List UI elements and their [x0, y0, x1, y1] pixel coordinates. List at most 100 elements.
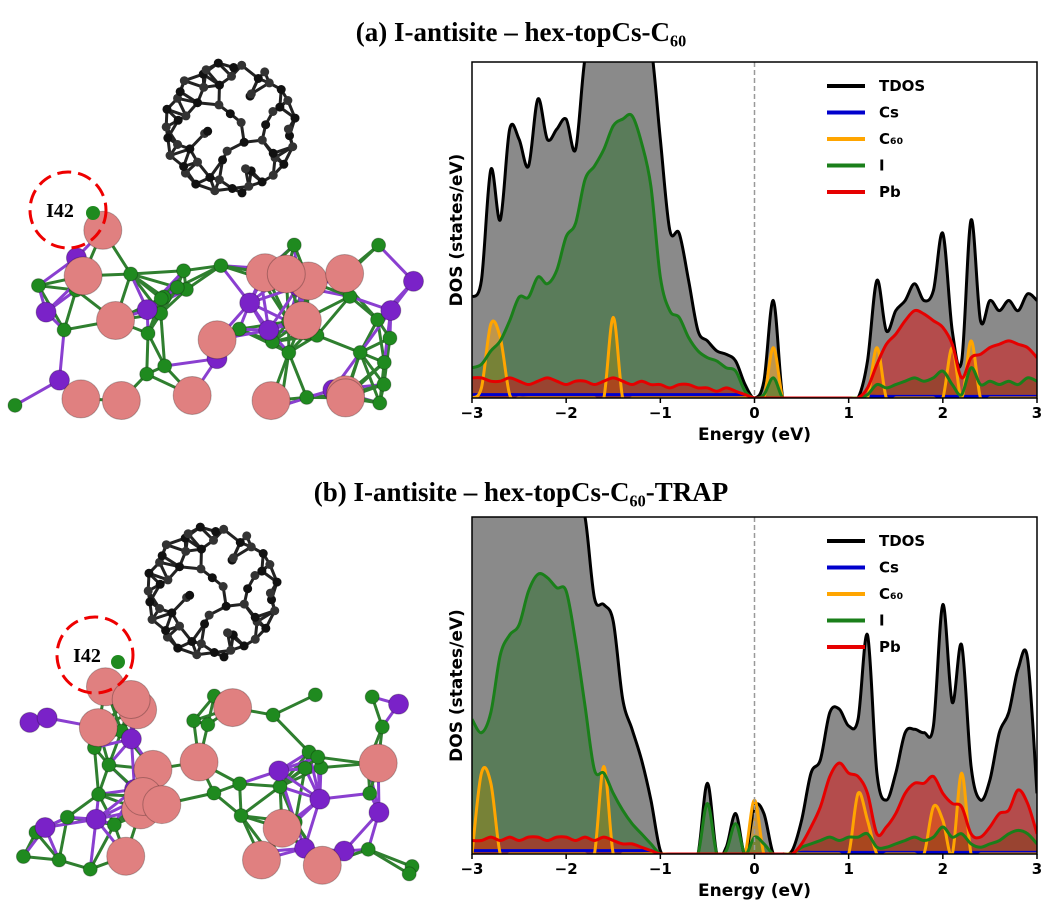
atom	[201, 718, 215, 732]
atom	[170, 280, 184, 294]
atom	[107, 837, 145, 875]
carbon-atom	[211, 527, 220, 536]
atom	[234, 809, 248, 823]
carbon-atom	[214, 100, 223, 109]
annotation: I42	[46, 200, 74, 222]
atom	[83, 862, 97, 876]
carbon-atom	[218, 155, 227, 164]
carbon-atom	[203, 127, 212, 136]
carbon-atom	[284, 125, 293, 134]
atom	[16, 850, 30, 864]
legend-label: TDOS	[879, 532, 925, 550]
atom	[112, 680, 150, 718]
carbon-atom	[205, 173, 214, 182]
carbon-atom	[257, 567, 266, 576]
atom	[92, 787, 106, 801]
atom	[86, 809, 106, 829]
atom	[372, 238, 386, 252]
carbon-atom	[185, 591, 194, 600]
carbon-atom	[273, 578, 282, 587]
carbon-atom	[254, 74, 263, 83]
carbon-atom	[226, 646, 235, 655]
carbon-atom	[193, 98, 202, 107]
x-tick-label: −3	[460, 860, 483, 878]
atom	[121, 729, 141, 749]
carbon-atom	[205, 611, 214, 620]
carbon-atom	[226, 109, 235, 118]
atom	[259, 320, 279, 340]
carbon-atom	[265, 560, 274, 569]
atom	[207, 786, 221, 800]
carbon-atom	[275, 103, 284, 112]
carbon-atom	[229, 63, 238, 72]
carbon-atom	[163, 133, 172, 142]
x-tick-label: 2	[938, 860, 948, 878]
carbon-atom	[209, 536, 218, 545]
atom	[158, 359, 172, 373]
atom	[375, 720, 389, 734]
x-tick-label: 1	[843, 404, 853, 422]
carbon-atom	[222, 602, 231, 611]
carbon-atom	[237, 118, 246, 127]
carbon-atom	[173, 140, 182, 149]
atom	[31, 279, 45, 293]
atom	[37, 708, 57, 728]
carbon-atom	[247, 542, 256, 551]
x-tick-label: 0	[749, 860, 759, 878]
x-tick-label: 3	[1032, 404, 1042, 422]
atom	[243, 841, 281, 879]
atom	[233, 777, 247, 791]
carbon-atom	[251, 613, 260, 622]
carbon-atom	[265, 78, 274, 87]
carbon-atom	[193, 158, 202, 167]
carbon-atom	[179, 162, 188, 171]
legend-label: TDOS	[879, 77, 925, 95]
atom	[389, 694, 409, 714]
carbon-atom	[236, 538, 245, 547]
atom	[79, 709, 117, 747]
carbon-atom	[219, 525, 228, 534]
carbon-atom	[215, 81, 224, 90]
legend-label: Cs	[879, 104, 899, 122]
atom	[97, 302, 135, 340]
carbon-atom	[158, 551, 167, 560]
atom	[187, 714, 201, 728]
carbon-atom	[166, 151, 175, 160]
atom	[198, 321, 236, 359]
atom	[107, 818, 121, 832]
atom	[140, 367, 154, 381]
atom	[124, 267, 138, 281]
atom	[35, 818, 55, 838]
atom	[403, 271, 423, 291]
atom	[287, 238, 301, 252]
carbon-atom	[192, 650, 201, 659]
carbon-atom	[247, 89, 256, 98]
carbon-atom	[173, 644, 182, 653]
y-axis-label: DOS (states/eV)	[447, 154, 467, 307]
carbon-atom	[187, 637, 196, 646]
atom	[353, 345, 367, 359]
carbon-atom	[229, 553, 238, 562]
carbon-atom	[277, 85, 286, 94]
atom	[20, 712, 40, 732]
atom	[363, 786, 377, 800]
carbon-atom	[240, 138, 249, 147]
carbon-atom	[208, 573, 217, 582]
carbon-atom	[228, 184, 237, 193]
carbon-atom	[251, 635, 260, 644]
atom	[298, 761, 312, 775]
atom	[154, 292, 168, 306]
atom	[102, 382, 140, 420]
carbon-atom	[196, 564, 205, 573]
carbon-atom	[261, 624, 270, 633]
atom	[173, 376, 211, 414]
legend-label: I	[879, 157, 885, 175]
atom	[214, 259, 228, 273]
atom	[8, 398, 22, 412]
carbon-atom	[184, 529, 193, 538]
legend-label: I	[879, 612, 885, 630]
carbon-atom	[279, 160, 288, 169]
carbon-atom	[176, 87, 185, 96]
legend-label: Pb	[879, 183, 901, 201]
carbon-atom	[180, 76, 189, 85]
